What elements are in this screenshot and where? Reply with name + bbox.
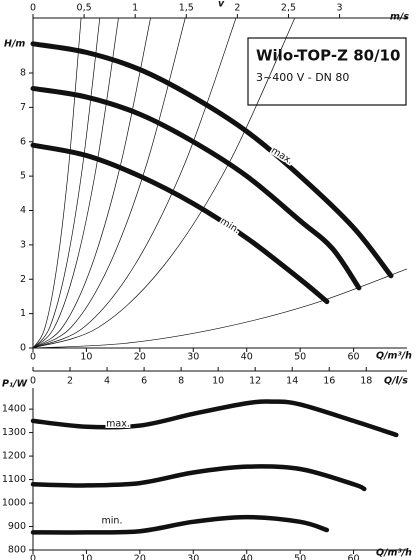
x-tick-label: 50 [294,554,306,560]
title-box [247,37,407,106]
y-tick-label: 1100 [2,474,26,485]
top-axis-unit: m/s [390,12,409,23]
curve-label: max. [269,145,295,167]
system-curve [32,17,237,349]
x-axis-label: Q/m³/h [376,351,412,362]
flow-tick-label: 0 [30,376,36,387]
x-tick-label: 40 [241,352,253,363]
top-tick-label: 2 [234,3,240,14]
system-curve [32,17,186,349]
x-tick-label: 0 [30,554,36,560]
system-curve [32,17,119,349]
top-tick-label: 0,5 [77,3,92,14]
top-axis-label: v [218,0,225,10]
y-tick-label: 1400 [2,404,26,415]
system-curve [32,17,296,349]
pump-curve [30,399,399,438]
y-tick-label: 0 [20,343,26,354]
curve-label: max. [106,419,130,430]
pump-curve [30,514,330,535]
system-curve [32,17,101,349]
top-tick-label: 0 [30,3,36,14]
y-tick-label: 5 [20,171,26,182]
flow-tick-label: 4 [104,376,110,387]
pump-curve [30,41,394,279]
x-tick-label: 40 [241,554,253,560]
y-tick-label: 1300 [2,427,26,438]
top-tick-label: 2,5 [281,3,296,14]
system-curve [32,268,408,349]
x-tick-label: 20 [134,554,146,560]
top-tick-label: 1,5 [179,3,194,14]
x-axis-label: Q/m³/h [376,548,412,559]
y-axis-label: P₁/W [2,379,28,390]
x-tick-label: 50 [294,352,306,363]
pump-curve [30,142,330,305]
flow-tick-label: 10 [212,376,224,387]
x-tick-label: 30 [187,554,199,560]
x-tick-label: 20 [134,352,146,363]
system-curve [32,17,82,349]
pump-curve [30,85,362,291]
flow-axis-label: Q/l/s [384,376,408,387]
pump-curve [30,464,367,492]
flow-tick-label: 6 [141,376,147,387]
y-tick-label: 7 [20,102,26,113]
y-tick-label: 1000 [2,498,26,509]
y-tick-label: 1200 [2,451,26,462]
x-tick-label: 0 [30,352,36,363]
y-tick-label: 1 [20,308,26,319]
x-tick-label: 60 [348,554,360,560]
chart-title: Wilo-TOP-Z 80/10 [256,47,400,65]
y-tick-label: 8 [20,68,26,79]
flow-tick-label: 14 [286,376,298,387]
y-axis-label: H/m [4,39,25,50]
top-tick-label: 3 [337,3,343,14]
y-tick-label: 6 [20,136,26,147]
y-tick-label: 2 [20,274,26,285]
system-curve [32,17,151,349]
y-tick-label: 800 [8,545,26,556]
top-tick-label: 1 [132,3,138,14]
flow-tick-label: 18 [360,376,372,387]
flow-tick-label: 8 [178,376,184,387]
flow-tick-label: 12 [249,376,261,387]
flow-tick-label: 16 [323,376,335,387]
x-tick-label: 60 [348,352,360,363]
flow-tick-label: 2 [67,376,73,387]
chart-subtitle: 3~400 V - DN 80 [256,71,349,84]
y-tick-label: 900 [8,521,26,532]
y-tick-label: 4 [20,205,26,216]
x-tick-label: 30 [187,352,199,363]
curve-label: min. [102,516,123,527]
x-tick-label: 10 [80,554,92,560]
x-tick-label: 10 [80,352,92,363]
y-tick-label: 3 [20,239,26,250]
